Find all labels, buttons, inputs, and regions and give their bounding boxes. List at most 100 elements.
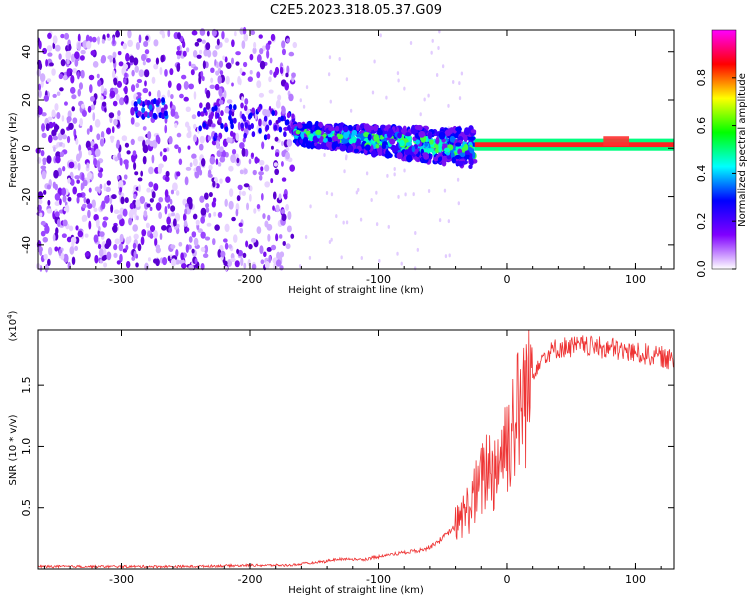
noise-dot: [113, 77, 118, 86]
noise-dot: [126, 150, 131, 155]
noise-dot: [113, 244, 118, 251]
noise-dot: [278, 234, 283, 239]
noise-dot: [48, 62, 54, 67]
noise-dot: [59, 87, 64, 92]
noise-dot: [93, 157, 98, 166]
noise-dot: [133, 233, 139, 240]
noise-dot: [38, 199, 43, 205]
noise-dot: [139, 196, 145, 204]
noise-dot: [86, 128, 90, 135]
noise-dot: [191, 114, 197, 120]
noise-dot: [272, 191, 277, 200]
signal-dot: [133, 105, 138, 112]
signal-dot: [438, 142, 443, 148]
noise-dot: [165, 170, 170, 177]
noise-dot: [261, 141, 265, 150]
noise-dot: [215, 45, 220, 50]
noise-dot: [292, 41, 298, 49]
noise-dot: [269, 57, 273, 64]
noise-dot: [94, 148, 101, 157]
noise-dot: [100, 55, 107, 64]
noise-dot: [192, 50, 198, 58]
noise-dot: [216, 38, 220, 46]
noise-dot: [427, 188, 431, 193]
noise-dot: [248, 158, 252, 165]
signal-dot: [437, 156, 442, 162]
noise-dot: [124, 142, 130, 148]
noise-dot: [97, 79, 102, 87]
noise-dot: [106, 127, 112, 135]
noise-dot: [119, 218, 125, 227]
noise-dot: [239, 227, 244, 234]
noise-dot: [280, 140, 284, 146]
noise-dot: [103, 262, 108, 268]
noise-dot: [159, 151, 163, 157]
noise-dot: [269, 69, 273, 75]
signal-dot: [163, 104, 168, 111]
noise-dot: [112, 100, 118, 107]
noise-dot: [170, 244, 176, 249]
noise-dot: [444, 254, 448, 259]
noise-dot: [193, 91, 197, 100]
noise-dot: [98, 248, 104, 258]
noise-dot: [66, 68, 71, 77]
noise-dot: [259, 47, 264, 55]
noise-dot: [328, 239, 332, 244]
signal-dot: [297, 123, 303, 129]
noise-dot: [330, 192, 334, 197]
signal-dot: [451, 156, 456, 164]
signal-dot: [327, 137, 333, 143]
noise-dot: [427, 93, 430, 98]
signal-dot: [316, 143, 322, 150]
noise-dot: [104, 107, 107, 113]
noise-dot: [403, 168, 406, 173]
noise-dot: [74, 245, 79, 251]
signal-dot: [405, 132, 411, 137]
noise-dot: [267, 214, 271, 221]
signal-dot: [228, 104, 233, 111]
noise-dot: [135, 199, 141, 208]
noise-dot: [219, 146, 224, 152]
signal-dot: [305, 130, 311, 135]
noise-dot: [244, 148, 249, 157]
noise-dot: [264, 220, 269, 228]
noise-dot: [120, 196, 125, 205]
noise-dot: [76, 192, 83, 198]
noise-dot: [371, 90, 375, 95]
noise-dot: [52, 181, 57, 189]
noise-dot: [52, 35, 58, 45]
noise-dot: [163, 148, 167, 153]
noise-dot: [191, 153, 197, 159]
signal-dot: [441, 160, 447, 167]
noise-dot: [305, 85, 309, 90]
noise-dot: [62, 74, 68, 81]
noise-dot: [360, 255, 363, 260]
noise-dot: [258, 92, 265, 98]
noise-dot: [135, 83, 140, 89]
noise-dot: [252, 47, 257, 54]
noise-dot: [122, 42, 128, 50]
noise-dot: [416, 247, 420, 252]
noise-dot: [204, 236, 211, 241]
noise-dot: [43, 253, 48, 260]
noise-dot: [228, 188, 234, 197]
noise-dot: [214, 224, 220, 231]
noise-dot: [441, 64, 445, 69]
noise-dot: [94, 254, 99, 264]
snr-panel: -300 -200 -100 0 100 0.5 1.0 1.5 Height of str…: [6, 310, 675, 596]
noise-dot: [70, 74, 75, 84]
noise-dot: [174, 225, 178, 230]
noise-dot: [241, 40, 246, 50]
noise-dot: [87, 172, 93, 180]
noise-dot: [125, 244, 129, 251]
signal-dot: [148, 104, 153, 111]
noise-dot: [174, 122, 178, 129]
signal-dot: [406, 154, 413, 163]
noise-dot: [130, 138, 135, 146]
carrier-line: [474, 142, 674, 148]
noise-dot: [62, 166, 66, 172]
signal-dot: [469, 136, 476, 141]
signal-dot: [457, 160, 464, 167]
spectrogram-x-ticks: -300 -200 -100 0 100: [43, 30, 662, 286]
noise-dot: [41, 170, 47, 180]
